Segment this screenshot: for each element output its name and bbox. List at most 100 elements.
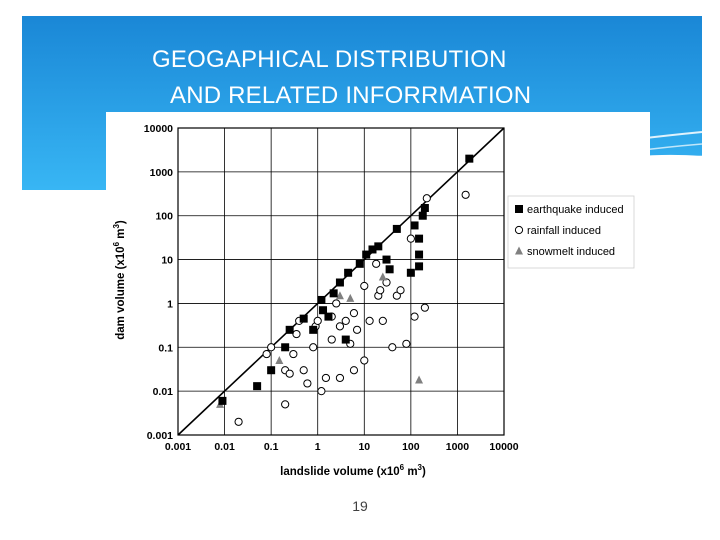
x-tick-label: 0.1 xyxy=(264,441,279,453)
rainfall-induced-point xyxy=(317,387,326,396)
rainfall-induced-point xyxy=(321,373,331,383)
rainfall-induced-point xyxy=(388,343,397,352)
rainfall-induced-point xyxy=(327,335,336,344)
earthquake-induced-point xyxy=(362,250,371,259)
rainfall-induced-point xyxy=(406,234,415,243)
y-tick-label: 10 xyxy=(161,255,173,267)
rainfall-induced-point xyxy=(360,281,369,291)
earthquake-induced-point xyxy=(341,335,350,344)
tick-labels-layer: 0.001 0.01 0.1 1 10 100 1000 10000 0.001 0.01 0.1 1… xyxy=(144,123,519,453)
rainfall-induced-point xyxy=(299,366,308,375)
rainfall-induced-point xyxy=(392,291,401,300)
rainfall-induced-point xyxy=(332,299,341,308)
legend-marker xyxy=(515,246,523,255)
earthquake-induced-point xyxy=(285,325,294,334)
earthquake-induced-point xyxy=(374,242,383,251)
earthquake-induced-point xyxy=(317,295,326,304)
rainfall-induced-point xyxy=(402,339,411,348)
earthquake-induced-point xyxy=(329,289,338,298)
earthquake-induced-point xyxy=(281,343,290,352)
y-tick-label: 100 xyxy=(155,211,173,223)
rainfall-induced-point xyxy=(422,194,431,203)
earthquake-induced-point xyxy=(319,306,328,315)
earthquake-induced-point xyxy=(267,366,276,375)
earthquake-induced-point xyxy=(418,211,427,220)
slide-title-line-1: GEOGAPHICAL DISTRIBUTION xyxy=(152,46,507,73)
rainfall-induced-point xyxy=(262,349,271,359)
rainfall-induced-point xyxy=(360,356,369,365)
chart-legend: earthquake induced rainfall induced snowme… xyxy=(507,195,635,269)
slide-title-line-2: AND RELATED INFORRMATION xyxy=(170,82,532,109)
earthquake-induced-point xyxy=(465,154,474,163)
earthquake-induced-point xyxy=(335,278,344,287)
rainfall-induced-point xyxy=(461,190,470,199)
legend-box xyxy=(507,195,635,269)
rainfall-induced-point xyxy=(382,278,391,287)
legend-label: earthquake induced xyxy=(527,204,624,216)
snowmelt-induced-point xyxy=(346,293,355,302)
rainfall-induced-point xyxy=(420,303,429,312)
rainfall-induced-point xyxy=(234,417,243,426)
earthquake-induced-point xyxy=(368,245,377,254)
snowmelt-induced-point xyxy=(275,355,284,364)
rainfall-induced-point xyxy=(341,316,350,325)
earthquake-induced-point xyxy=(218,396,227,405)
rainfall-induced-point xyxy=(309,343,318,352)
earthquake-induced-point xyxy=(344,268,353,277)
page-number: 19 xyxy=(352,498,368,514)
earthquake-induced-point xyxy=(406,268,415,277)
x-tick-label: 1000 xyxy=(446,441,470,453)
x-tick-label: 0.01 xyxy=(214,441,235,453)
earthquake-induced-point xyxy=(324,312,333,321)
data-points-layer xyxy=(216,154,474,426)
y-tick-label: 0.1 xyxy=(158,342,173,354)
x-tick-label: 100 xyxy=(402,441,420,453)
snowmelt-induced-point xyxy=(415,375,424,384)
rainfall-induced-point xyxy=(303,379,312,388)
snowmelt-induced-point xyxy=(335,291,344,300)
scatter-chart: 0.001 0.01 0.1 1 10 100 1000 10000 0.001 0.01 0.1 1… xyxy=(112,123,635,478)
y-tick-label: 0.001 xyxy=(147,430,173,442)
rainfall-induced-point xyxy=(378,316,387,325)
rainfall-induced-point xyxy=(349,309,359,318)
rainfall-induced-point xyxy=(281,400,290,409)
legend-label: snowmelt induced xyxy=(527,246,615,258)
legend-marker xyxy=(514,225,524,235)
earthquake-induced-point xyxy=(355,259,364,268)
earthquake-induced-point xyxy=(299,314,308,323)
y-tick-label: 0.01 xyxy=(153,386,174,398)
y-tick-label: 10000 xyxy=(144,123,173,135)
rainfall-induced-point xyxy=(292,329,301,339)
earthquake-induced-point xyxy=(382,255,391,264)
earthquake-induced-point xyxy=(392,224,401,233)
x-tick-label: 0.001 xyxy=(165,441,191,453)
rainfall-induced-point xyxy=(352,325,362,334)
rainfall-induced-point xyxy=(349,366,359,375)
rainfall-induced-point xyxy=(335,373,345,383)
rainfall-induced-point xyxy=(372,259,381,268)
earthquake-induced-point xyxy=(385,265,394,274)
legend-label: rainfall induced xyxy=(527,225,601,237)
chart-panel: 0.001 0.01 0.1 1 10 100 1000 10000 0.001 0.01 0.1 1… xyxy=(106,112,650,482)
snowmelt-induced-point xyxy=(378,272,387,281)
earthquake-induced-point xyxy=(415,234,424,243)
earthquake-induced-point xyxy=(415,262,424,271)
earthquake-induced-point xyxy=(253,382,262,391)
rainfall-induced-point xyxy=(313,316,322,325)
earthquake-induced-point xyxy=(415,250,424,259)
y-tick-label: 1 xyxy=(167,298,173,310)
earthquake-induced-point xyxy=(420,203,429,212)
y-axis-label: dam volume (x106 m3) xyxy=(112,220,127,340)
x-tick-label: 1 xyxy=(315,441,321,453)
rainfall-induced-point xyxy=(365,316,374,325)
y-tick-label: 1000 xyxy=(150,167,174,179)
rainfall-induced-point xyxy=(335,322,345,331)
rainfall-induced-point xyxy=(289,349,298,359)
x-tick-label: 10000 xyxy=(489,441,518,453)
legend-marker xyxy=(515,205,523,213)
earthquake-induced-point xyxy=(309,325,318,334)
rainfall-induced-point xyxy=(285,369,294,378)
rainfall-induced-point xyxy=(267,343,276,352)
earthquake-induced-point xyxy=(410,221,419,230)
rainfall-induced-point xyxy=(410,312,419,321)
